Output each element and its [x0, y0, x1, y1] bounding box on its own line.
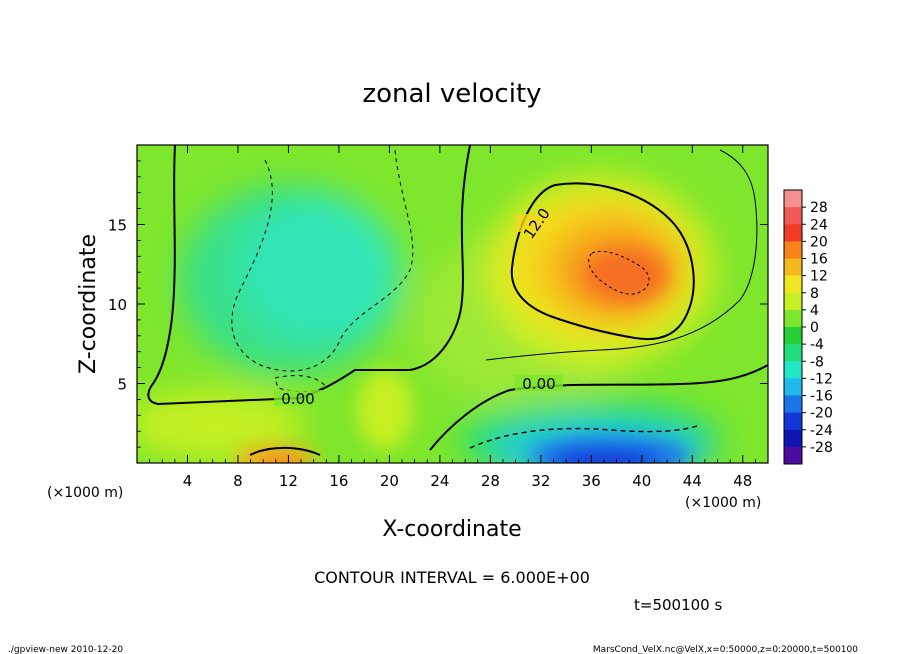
- contour-label-0-right: 0.00: [522, 375, 555, 393]
- colorbar-tick-label: -28: [810, 440, 833, 456]
- x-tick-label: 40: [632, 472, 651, 490]
- x-axis-title: X-coordinate: [382, 517, 521, 542]
- colorbar-segment: [784, 309, 802, 328]
- colorbar-tick-label: 8: [810, 286, 819, 302]
- y-axis: 5 10 15: [108, 160, 768, 448]
- colorbar-tick-label: -16: [810, 389, 833, 405]
- time-stamp: t=500100 s: [634, 596, 722, 614]
- x-tick-label: 28: [481, 472, 500, 490]
- x-tick-label: 48: [733, 472, 752, 490]
- x-tick-label: 20: [380, 472, 399, 490]
- plot-area: 12.0 0.00 0.00: [137, 145, 768, 463]
- colorbar-tick-label: -20: [810, 406, 833, 422]
- colorbar-segment: [784, 429, 802, 448]
- x-tick-label: 24: [430, 472, 449, 490]
- colorbar-tick-label: -24: [810, 423, 833, 439]
- colorbar-segment: [784, 327, 802, 345]
- x-axis: 4 8 12 16 20 24 28 32 36 40 44 48: [149, 145, 756, 490]
- colorbar-tick-label: 4: [810, 303, 819, 319]
- colorbar-segment: [784, 361, 802, 379]
- colorbar-segment: [784, 258, 802, 277]
- colorbar-tick-label: 16: [810, 252, 828, 268]
- y-tick-label: 15: [108, 217, 127, 235]
- colorbar-segment: [784, 224, 802, 242]
- contour-label-0-left: 0.00: [281, 390, 314, 408]
- colorbar-tick-label: -8: [810, 354, 824, 370]
- colorbar-tick-label: 24: [810, 217, 828, 233]
- x-tick-label: 16: [329, 472, 348, 490]
- colorbar-segment: [784, 207, 802, 225]
- colorbar-segment: [784, 412, 802, 431]
- colorbar-segment: [784, 446, 802, 465]
- y-tick-label: 5: [117, 376, 127, 394]
- colorbar-segment: [784, 292, 802, 311]
- x-tick-label: 4: [183, 472, 193, 490]
- colorbar-segment: [784, 275, 802, 294]
- x-tick-label: 8: [233, 472, 243, 490]
- footer-right: MarsCond_VelX.nc@VelX,x=0:50000,z=0:2000…: [593, 645, 858, 654]
- footer-left: ./gpview-new 2010-12-20: [8, 645, 123, 654]
- x-tick-label: 36: [582, 472, 601, 490]
- colorbar-tick-label: 28: [810, 200, 828, 216]
- x-unit-left: (×1000 m): [47, 485, 123, 501]
- colorbar-tick-label: 20: [810, 234, 828, 250]
- x-unit-right: (×1000 m): [685, 495, 761, 511]
- colorbar-segment: [784, 344, 802, 362]
- contour-interval: CONTOUR INTERVAL = 6.000E+00: [314, 568, 590, 587]
- colorbar-tick-label: -12: [810, 371, 833, 387]
- x-tick-label: 12: [279, 472, 298, 490]
- colorbar-tick-label: -4: [810, 337, 824, 353]
- colorbar-segment: [784, 190, 802, 208]
- colorbar-segment: [784, 395, 802, 414]
- y-axis-title: Z-coordinate: [76, 234, 101, 374]
- chart-title: zonal velocity: [362, 79, 541, 109]
- x-tick-label: 44: [683, 472, 702, 490]
- y-tick-label: 10: [108, 296, 127, 314]
- colorbar-tick-label: 0: [810, 320, 819, 336]
- colorbar-tick-label: 12: [810, 269, 828, 285]
- colorbar-segment: [784, 241, 802, 259]
- x-tick-label: 32: [531, 472, 550, 490]
- colorbar-segment: [784, 378, 802, 396]
